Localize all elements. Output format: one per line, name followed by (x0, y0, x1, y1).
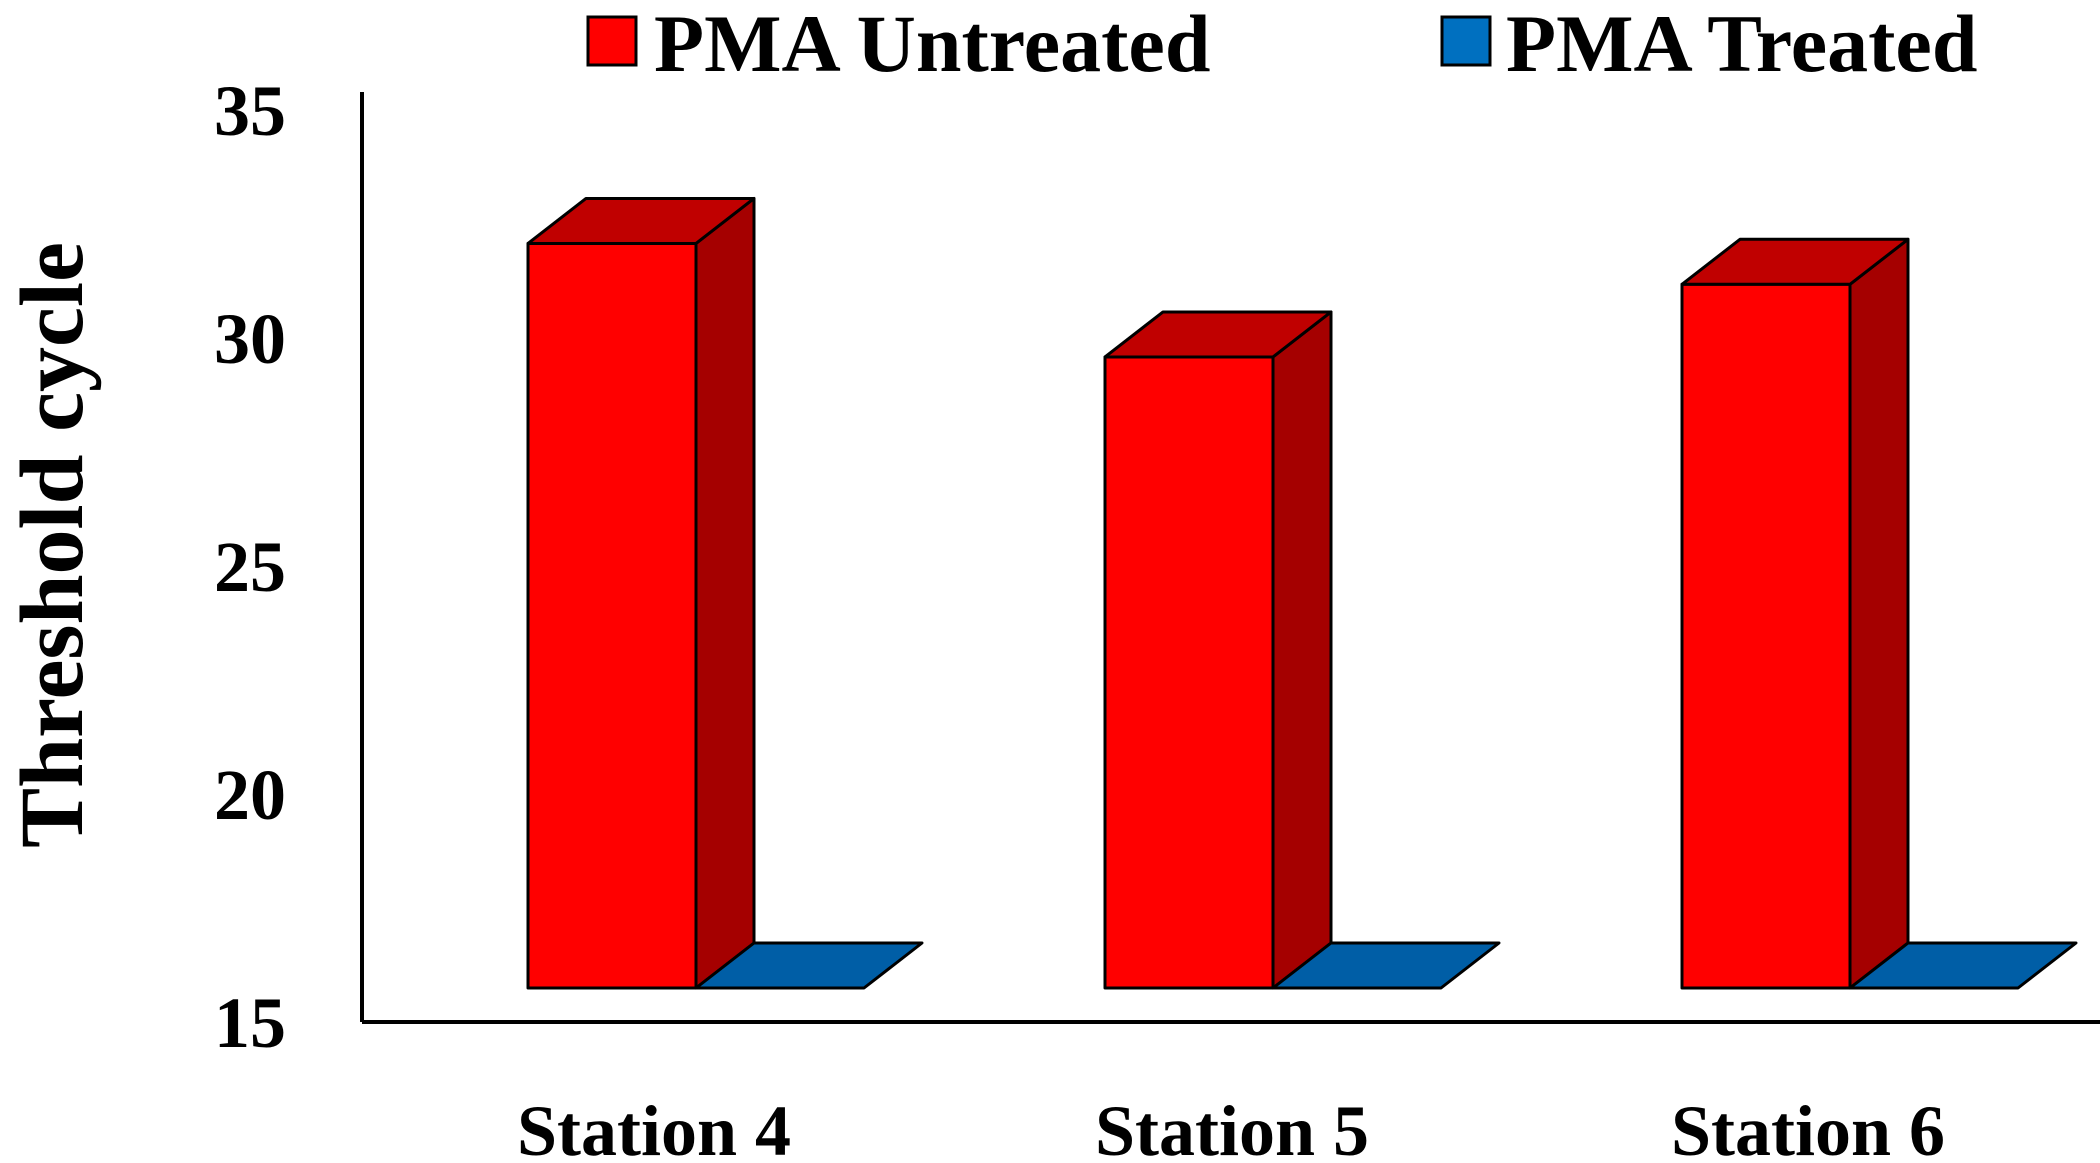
bar-front-face (1680, 282, 1852, 990)
bar-top-face (1103, 310, 1333, 359)
legend-swatch-treated (1440, 15, 1492, 67)
bar-treated (694, 941, 924, 990)
bar-front-face (526, 241, 698, 990)
bar-treated (1848, 941, 2078, 990)
y-tick-label: 25 (214, 527, 286, 607)
bar-untreated (526, 196, 756, 990)
bar-side-face (1848, 237, 1910, 990)
legend: PMA Untreated PMA Treated (586, 0, 1977, 89)
bar-side-face (1271, 310, 1333, 990)
y-tick-label: 20 (214, 755, 286, 835)
legend-swatch-untreated (586, 15, 638, 67)
y-tick-labels: 15 20 25 30 35 (214, 71, 286, 1063)
category-labels: Station 4 Station 5 Station 6 (517, 1091, 1945, 1163)
bar-untreated (1103, 310, 1333, 990)
legend-label-treated: PMA Treated (1506, 0, 1977, 89)
bar-series-group (526, 196, 2078, 990)
category-label: Station 5 (1095, 1091, 1369, 1163)
bar-front-face (1103, 355, 1275, 990)
y-tick-label: 30 (214, 299, 286, 379)
bar-top-face (694, 941, 924, 990)
y-tick-label: 35 (214, 71, 286, 151)
legend-label-untreated: PMA Untreated (654, 0, 1210, 89)
bar-top-face (1848, 941, 2078, 990)
category-label: Station 6 (1671, 1091, 1945, 1163)
y-tick-label: 15 (214, 983, 286, 1063)
bar-top-face (1680, 237, 1910, 286)
bar-top-face (526, 196, 756, 245)
category-label: Station 4 (517, 1091, 791, 1163)
bar-untreated (1680, 237, 1910, 990)
y-axis-title: Threshold cycle (3, 242, 102, 848)
bar-treated (1271, 941, 1501, 990)
bar-side-face (694, 196, 756, 990)
bar-top-face (1271, 941, 1501, 990)
